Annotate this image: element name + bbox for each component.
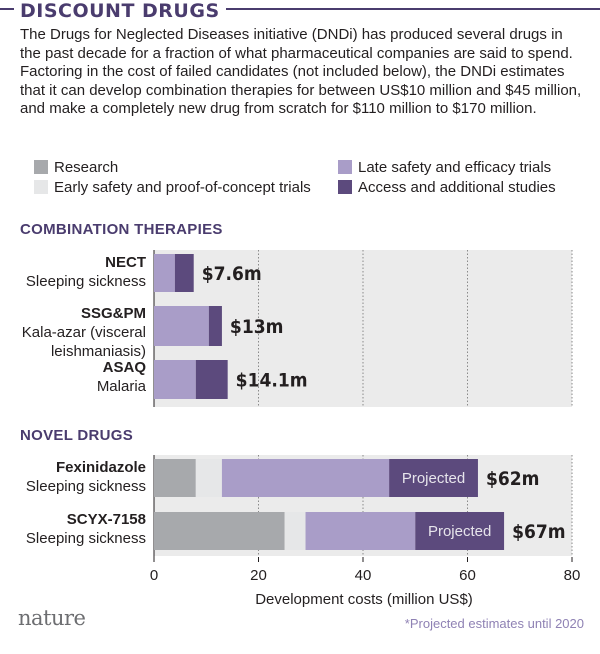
- x-tick-label: 80: [564, 567, 581, 584]
- legend-item-early-safety: Early safety and proof-of-concept trials: [34, 179, 311, 197]
- row-subtitle-line: Kala-azar (visceral: [22, 324, 146, 341]
- x-tick-label: 40: [355, 567, 372, 584]
- total-value-label: $67m: [512, 521, 566, 543]
- row-name: Fexinidazole: [56, 459, 146, 476]
- legend-label: Access and additional studies: [358, 179, 556, 196]
- row-subtitle: Malaria: [97, 378, 147, 395]
- x-tick-label: 0: [150, 567, 158, 584]
- legend-label: Research: [54, 159, 119, 176]
- bar-segment-3: [208, 306, 222, 346]
- row-subtitle: Sleeping sickness: [26, 530, 146, 547]
- bar-segment-3: [195, 360, 228, 399]
- legend-swatch-late-safety: [338, 160, 352, 174]
- bar-segment-3: [389, 459, 478, 497]
- x-axis-title: Development costs (million US$): [255, 591, 473, 608]
- row-subtitle: Sleeping sickness: [26, 273, 146, 290]
- legend-label: Early safety and proof-of-concept trials: [54, 179, 311, 196]
- projected-label: Projected: [428, 523, 491, 540]
- bar-segment-3: [174, 254, 194, 292]
- footnote: *Projected estimates until 2020: [404, 616, 584, 631]
- row-name: SCYX-7158: [67, 511, 146, 528]
- legend-swatch-access: [338, 180, 352, 194]
- bar-segment-0: [154, 512, 285, 550]
- chart-title: DISCOUNT DRUGS: [14, 0, 226, 22]
- bar-segment-1: [195, 459, 222, 497]
- section-title-novel: NOVEL DRUGS: [20, 427, 134, 444]
- legend-item-late-safety: Late safety and efficacy trials: [338, 159, 551, 177]
- bar-segment-3: [415, 512, 505, 550]
- legend-swatch-early-safety: [34, 180, 48, 194]
- legend-item-access: Access and additional studies: [338, 179, 556, 197]
- row-subtitle: Sleeping sickness: [26, 478, 146, 495]
- total-value-label: $62m: [486, 468, 540, 490]
- intro-text: The Drugs for Neglected Diseases initiat…: [20, 26, 582, 117]
- x-tick-label: 20: [250, 567, 267, 584]
- bar-segment-2: [305, 512, 416, 550]
- row-name: SSG&PM: [81, 305, 146, 322]
- bar-segment-2: [154, 254, 175, 292]
- bar-segment-1: [284, 512, 306, 550]
- bar-segment-0: [154, 459, 196, 497]
- bar-segment-2: [221, 459, 390, 497]
- bar-segment-2: [154, 306, 209, 346]
- total-value-label: $14.1m: [236, 370, 308, 392]
- x-tick-label: 60: [459, 567, 476, 584]
- title-rule: [0, 8, 600, 10]
- row-name: ASAQ: [103, 359, 147, 376]
- total-value-label: $13m: [230, 316, 283, 338]
- legend-item-research: Research: [34, 159, 118, 177]
- total-value-label: $7.6m: [202, 263, 262, 285]
- bar-segment-2: [154, 360, 196, 399]
- legend-swatch-research: [34, 160, 48, 174]
- projected-label: Projected: [402, 470, 465, 487]
- nature-logo: nature: [18, 606, 86, 630]
- row-subtitle-line: leishmaniasis): [51, 343, 146, 360]
- section-title-combination: COMBINATION THERAPIES: [20, 221, 223, 238]
- row-name: NECT: [105, 254, 146, 271]
- legend-label: Late safety and efficacy trials: [358, 159, 552, 176]
